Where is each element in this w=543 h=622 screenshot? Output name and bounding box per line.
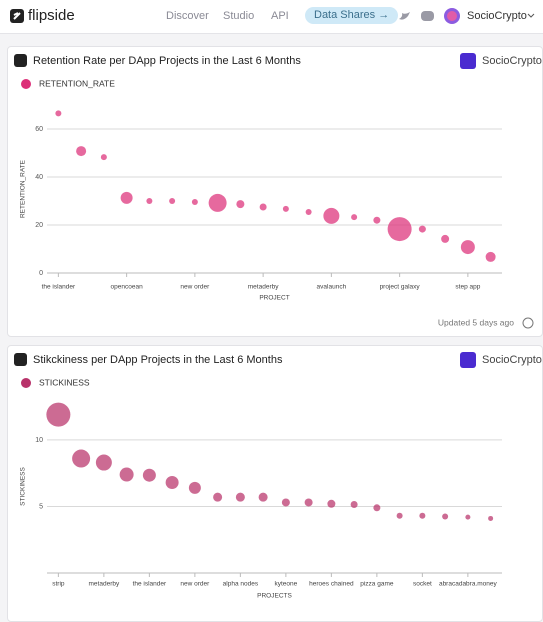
bubble (120, 191, 133, 204)
updated-note: Updated 5 days ago (438, 317, 514, 327)
x-tick-label: the islander (133, 581, 167, 588)
bubble (350, 500, 358, 508)
x-tick-label: heroes chained (309, 581, 354, 588)
bubble (208, 193, 227, 212)
bubble (188, 481, 201, 494)
x-tick-label: project galaxy (380, 284, 421, 291)
y-axis-title: RETENTION_RATE (20, 159, 27, 218)
x-tick-label: alpha nodes (223, 581, 259, 588)
x-tick-label: metaderby (248, 284, 279, 291)
chart-title: Retention Rate per DApp Projects in the … (33, 55, 301, 67)
bubble (55, 110, 62, 117)
data-shares-button[interactable]: Data Shares → (305, 7, 399, 24)
bubble (282, 205, 289, 212)
author-avatar (460, 352, 476, 368)
nav-link[interactable]: Discover (166, 10, 209, 22)
bubble (419, 512, 426, 519)
x-tick-label: the islander (42, 284, 76, 291)
twitter-icon[interactable] (399, 11, 411, 21)
bubble (46, 402, 71, 427)
bubble (235, 492, 245, 502)
y-tick-label: 10 (35, 437, 43, 444)
y-tick-label: 0 (39, 270, 43, 277)
bubble (236, 200, 245, 209)
x-tick-label: step app (455, 284, 480, 291)
bubble (351, 214, 358, 221)
x-tick-label: pizza game (360, 581, 394, 588)
bubble (165, 476, 179, 490)
bubble (327, 499, 336, 508)
x-tick-label: socket (413, 581, 432, 588)
bubble (442, 513, 449, 520)
chevron[interactable] (527, 13, 535, 19)
chart: Retention Rate per DApp Projects in the … (14, 53, 542, 329)
legend-marker (21, 79, 31, 89)
bubble (460, 240, 475, 255)
x-axis-title: PROJECT (259, 295, 289, 302)
x-tick-label: new order (180, 284, 210, 291)
author-name[interactable]: SocioCrypto (482, 354, 542, 366)
bubble (304, 498, 313, 507)
brand[interactable]: flipside (28, 7, 75, 24)
status-icon (522, 317, 534, 329)
bubble (418, 225, 426, 233)
avatar[interactable] (444, 8, 460, 24)
y-tick-label: 5 (39, 503, 43, 510)
legend-marker (21, 378, 31, 388)
legend-label: STICKINESS (39, 377, 90, 387)
nav-link[interactable]: API (271, 10, 289, 22)
y-tick-label: 20 (35, 222, 43, 229)
bubble (488, 515, 494, 521)
bubble (465, 514, 471, 520)
chart: Stikckiness per DApp Projects in the Las… (14, 352, 542, 600)
bubble (258, 492, 268, 502)
bubble (72, 449, 91, 468)
logo (10, 9, 24, 23)
card-icon (14, 54, 27, 67)
y-tick-label: 40 (35, 174, 43, 181)
bubble (373, 216, 381, 224)
x-tick-label: metaderby (89, 581, 120, 588)
card-icon (14, 353, 27, 366)
x-tick-label: kyteone (274, 581, 297, 588)
chart-title: Stikckiness per DApp Projects in the Las… (33, 354, 283, 366)
y-axis-title: STICKINESS (20, 467, 27, 506)
bubble (387, 217, 412, 242)
chart-card: Retention Rate per DApp Projects in the … (7, 46, 543, 337)
nav-link[interactable]: Studio (223, 10, 255, 22)
bubble (76, 146, 87, 157)
x-tick-label: new order (180, 581, 210, 588)
top-nav: flipside Discover Studio API Data Shares… (0, 0, 543, 34)
bubble (485, 251, 496, 262)
author-name[interactable]: SocioCrypto (482, 55, 542, 67)
bubble (100, 154, 107, 161)
bubble (146, 198, 153, 204)
y-tick-label: 60 (35, 126, 43, 133)
bubble (323, 207, 340, 224)
bubble (119, 467, 134, 482)
bubble (95, 454, 112, 471)
author-avatar (460, 53, 476, 69)
bubble (373, 504, 381, 512)
bubble (142, 468, 156, 482)
chart-card: Stikckiness per DApp Projects in the Las… (7, 345, 543, 622)
bubble (191, 198, 198, 205)
bubble (281, 498, 290, 507)
x-tick-label: opencoean (111, 284, 144, 291)
x-tick-label: strip (52, 581, 65, 588)
legend-label: RETENTION_RATE (39, 78, 115, 88)
x-axis-title: PROJECTS (257, 593, 292, 600)
user-name[interactable]: SocioCrypto (467, 10, 527, 22)
x-tick-label: avalaunch (317, 284, 347, 291)
bubble (213, 492, 223, 502)
bubble (441, 234, 450, 243)
bubble (259, 203, 267, 211)
bubble (305, 209, 312, 216)
discord-icon[interactable] (421, 11, 434, 21)
x-tick-label: abracadabra.money (439, 581, 498, 588)
bubble (396, 512, 403, 519)
bubble (169, 198, 176, 204)
